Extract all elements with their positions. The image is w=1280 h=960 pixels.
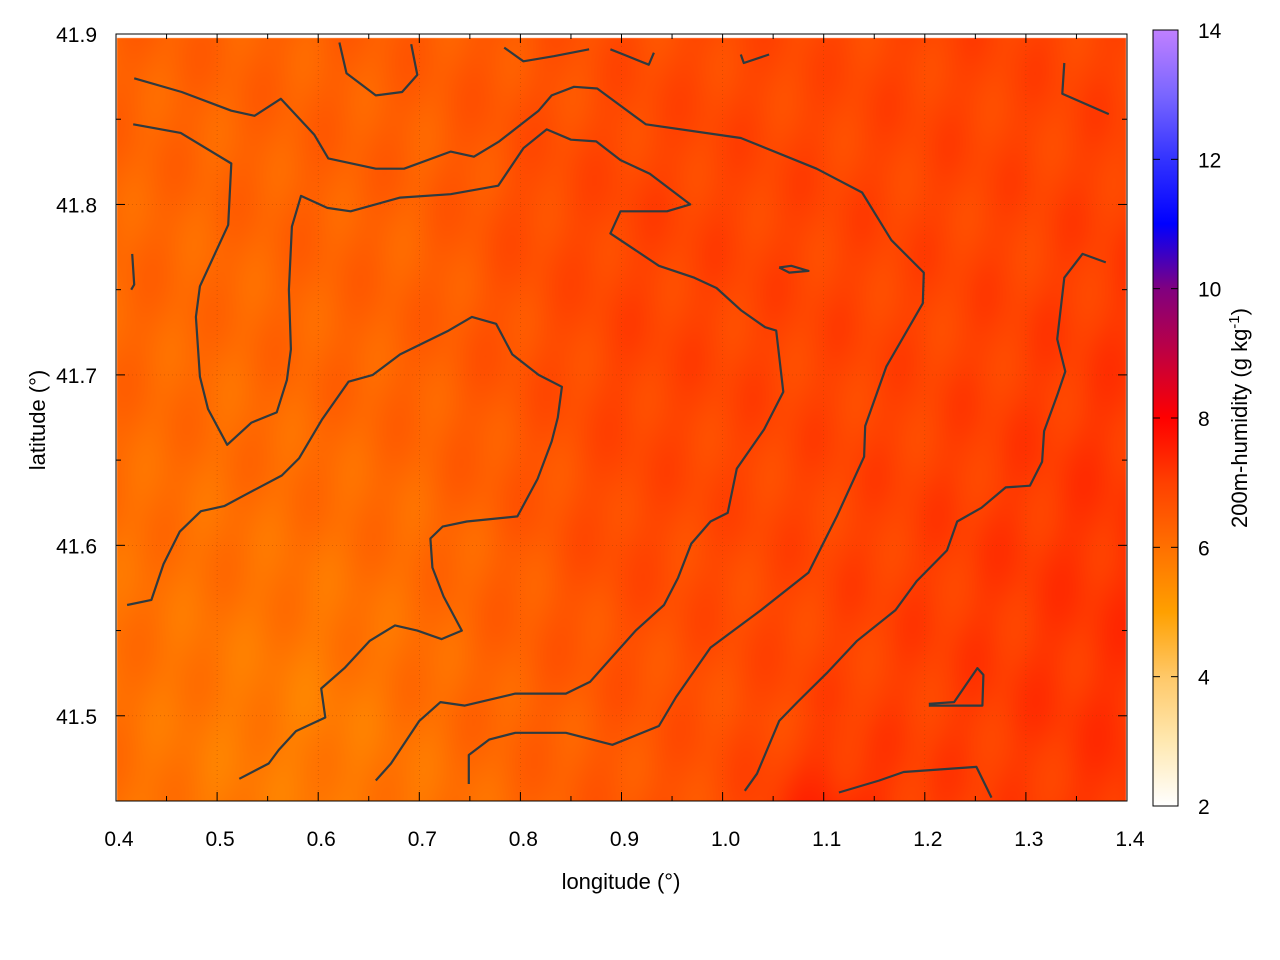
contour-line xyxy=(928,666,985,707)
x-tick-labels: 0.4 0.5 0.6 0.7 0.8 0.9 1.0 1.1 1.2 1.3 1.4 xyxy=(104,828,1145,851)
y-tick-label: 41.7 xyxy=(56,365,97,388)
x-tick-label: 0.8 xyxy=(509,828,538,851)
colorbar-label: 200m-humidity (g kg-1) xyxy=(1226,308,1252,528)
contour-line xyxy=(503,46,590,63)
contour-line xyxy=(126,315,564,780)
axis-ticks xyxy=(115,33,1128,802)
colorbar-tick-label: 14 xyxy=(1198,20,1222,43)
contour-line xyxy=(743,252,1107,792)
y-tick-label: 41.8 xyxy=(56,194,97,217)
contour-line xyxy=(130,253,136,291)
x-tick-label: 0.9 xyxy=(610,828,639,851)
colorbar-tick-label: 12 xyxy=(1198,149,1221,172)
colorbar-tick-label: 10 xyxy=(1198,279,1221,302)
y-tick-label: 41.5 xyxy=(56,706,97,729)
x-tick-label: 0.7 xyxy=(408,828,437,851)
x-tick-label: 0.6 xyxy=(307,828,336,851)
contour-line xyxy=(609,48,655,66)
x-tick-label: 1.1 xyxy=(812,828,841,851)
contour-line xyxy=(778,264,810,274)
contour-line xyxy=(838,765,993,799)
contour-line xyxy=(133,123,785,782)
contour-line xyxy=(338,42,419,97)
contour-line xyxy=(133,77,925,784)
colorbar-tick-label: 2 xyxy=(1198,796,1210,819)
contour-line xyxy=(1061,62,1110,116)
y-tick-label: 41.6 xyxy=(56,535,97,558)
colorbar-tick-label: 8 xyxy=(1198,408,1210,431)
contour-line xyxy=(739,53,770,65)
y-axis-label: latitude (°) xyxy=(25,370,50,471)
grid xyxy=(115,33,1128,801)
colorbar-tick-label: 4 xyxy=(1198,667,1210,690)
contours xyxy=(126,42,1110,799)
plot-frame xyxy=(115,33,1128,802)
x-axis-label: longitude (°) xyxy=(562,869,681,894)
x-tick-label: 0.4 xyxy=(104,828,134,851)
colorbar-label-end: ) xyxy=(1227,308,1252,315)
x-tick-label: 1.3 xyxy=(1014,828,1043,851)
y-tick-labels: 41.5 41.6 41.7 41.8 41.9 xyxy=(56,24,97,729)
x-tick-label: 1.0 xyxy=(711,828,740,851)
colorbar-tick-label: 6 xyxy=(1198,537,1210,560)
y-tick-label: 41.9 xyxy=(56,24,97,47)
colorbar-label-main: 200m-humidity (g kg xyxy=(1227,329,1252,528)
x-tick-label: 0.5 xyxy=(205,828,234,851)
colorbar-label-sup: -1 xyxy=(1226,315,1243,328)
x-tick-label: 1.2 xyxy=(913,828,942,851)
x-tick-label: 1.4 xyxy=(1115,828,1145,851)
colorbar-ticks: 2 4 6 8 10 12 14 xyxy=(1153,20,1222,819)
